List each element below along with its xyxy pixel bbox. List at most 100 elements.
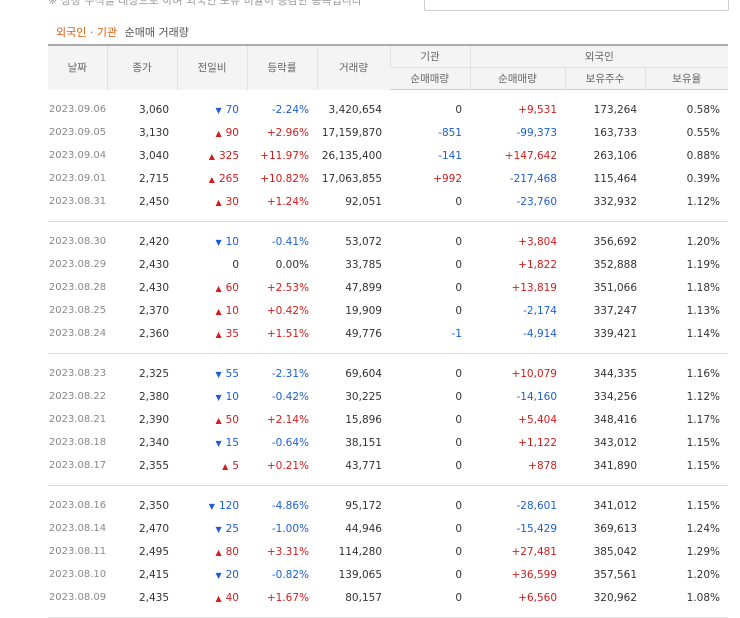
close-cell: 2,435: [138, 591, 169, 604]
holdings-cell: 356,692: [593, 235, 637, 248]
foreign-net-cell: -99,373: [516, 126, 557, 139]
ratio-cell: 1.20%: [686, 568, 720, 581]
date-cell: 2023.08.09: [48, 592, 107, 603]
foreign-net-cell: -15,429: [516, 522, 557, 535]
ratio-cell: 1.12%: [686, 390, 720, 403]
rate-cell: -2.31%: [271, 367, 309, 380]
foreign-net-cell: -23,760: [516, 195, 557, 208]
title-foreign: 외국인: [56, 26, 87, 39]
table-row: 2023.09.01 2,715 ▲ 265 +10.82% 17,063,855 +992…: [48, 167, 728, 190]
change-value: 30: [225, 195, 239, 208]
ratio-cell: 1.29%: [686, 545, 720, 558]
trading-table: 날짜 종가 전일비 등락률 거래량 기관 외국인 순매매량 순매매량 보유주수 …: [48, 44, 728, 618]
holdings-cell: 173,264: [593, 103, 637, 116]
holdings-cell: 163,733: [593, 126, 637, 139]
rate-cell: -2.24%: [271, 103, 309, 116]
inst-net-cell: 0: [455, 499, 462, 512]
table-row: 2023.08.25 2,370 ▲ 10 +0.42% 19,909 0 -2,174 337…: [48, 299, 728, 322]
close-cell: 2,430: [138, 281, 169, 294]
change-value: 15: [225, 436, 239, 449]
down-arrow-icon: ▼: [215, 438, 222, 448]
inst-net-cell: 0: [455, 367, 462, 380]
ratio-cell: 1.12%: [686, 195, 720, 208]
inst-net-cell: 0: [455, 591, 462, 604]
date-cell: 2023.08.14: [48, 523, 107, 534]
holdings-cell: 334,256: [593, 390, 637, 403]
up-arrow-icon: ▲: [215, 593, 222, 603]
down-arrow-icon: ▼: [208, 501, 215, 511]
foreign-net-cell: -4,914: [523, 327, 557, 340]
up-arrow-icon: ▲: [215, 329, 222, 339]
rate-cell: +0.42%: [266, 304, 309, 317]
ratio-cell: 0.55%: [686, 126, 720, 139]
holdings-cell: 332,932: [593, 195, 637, 208]
rate-cell: -1.00%: [271, 522, 309, 535]
table-row: 2023.09.05 3,130 ▲ 90 +2.96% 17,159,870 -851 -9…: [48, 121, 728, 144]
down-arrow-icon: ▼: [215, 237, 222, 247]
up-arrow-icon: ▲: [208, 174, 215, 184]
up-arrow-icon: ▲: [215, 306, 222, 316]
foreign-net-cell: +9,531: [518, 103, 557, 116]
table-row: 2023.08.23 2,325 ▼ 55 -2.31% 69,604 0 +10,079 34…: [48, 362, 728, 385]
table-row: 2023.08.17 2,355 ▲ 5 +0.21% 43,771 0 +878 341,89…: [48, 454, 728, 477]
header-volume: 거래량: [316, 44, 390, 90]
header-inst-net: 순매매량: [390, 67, 470, 90]
change-cell: ▲ 40: [177, 586, 247, 609]
inst-net-cell: 0: [455, 390, 462, 403]
holdings-cell: 357,561: [593, 568, 637, 581]
change-cell: ▲ 50: [177, 408, 247, 431]
group-spacer: [48, 486, 728, 495]
header-foreign-net: 순매매량: [469, 67, 565, 90]
top-note: ※ 상장 주식을 대상으로 하며 외국인 보유 비율이 증감한 종목입니다: [48, 0, 362, 7]
inst-net-cell: 0: [455, 436, 462, 449]
close-cell: 2,370: [138, 304, 169, 317]
rate-cell: +1.24%: [266, 195, 309, 208]
volume-cell: 80,157: [345, 591, 382, 604]
volume-cell: 17,159,870: [321, 126, 382, 139]
volume-cell: 53,072: [345, 235, 382, 248]
table-row: 2023.09.04 3,040 ▲ 325 +11.97% 26,135,400 -141…: [48, 144, 728, 167]
header-institution: 기관: [389, 44, 470, 68]
change-value: 40: [225, 591, 239, 604]
change-cell: ▲ 265: [177, 167, 247, 190]
change-value: 325: [218, 149, 239, 162]
inst-net-cell: 0: [455, 281, 462, 294]
holdings-cell: 115,464: [593, 172, 637, 185]
rate-cell: +2.53%: [266, 281, 309, 294]
change-value: 55: [225, 367, 239, 380]
up-arrow-icon: ▲: [215, 128, 222, 138]
volume-cell: 69,604: [345, 367, 382, 380]
rate-cell: +0.21%: [266, 459, 309, 472]
search-box[interactable]: [424, 0, 729, 11]
group-spacer: [48, 354, 728, 363]
inst-net-cell: 0: [455, 235, 462, 248]
volume-cell: 114,280: [338, 545, 382, 558]
ratio-cell: 0.88%: [686, 149, 720, 162]
foreign-net-cell: +27,481: [511, 545, 557, 558]
change-value: 10: [225, 235, 239, 248]
change-value: 10: [225, 390, 239, 403]
inst-net-cell: -851: [438, 126, 462, 139]
inst-net-cell: 0: [455, 522, 462, 535]
inst-net-cell: 0: [455, 304, 462, 317]
rate-cell: +2.14%: [266, 413, 309, 426]
holdings-cell: 348,416: [593, 413, 637, 426]
down-arrow-icon: ▼: [215, 524, 222, 534]
group-divider: [48, 213, 728, 222]
inst-net-cell: 0: [455, 459, 462, 472]
up-arrow-icon: ▲: [208, 151, 215, 161]
ratio-cell: 0.58%: [686, 103, 720, 116]
up-arrow-icon: ▲: [215, 283, 222, 293]
change-value: 10: [225, 304, 239, 317]
foreign-net-cell: +1,822: [518, 258, 557, 271]
rate-cell: +1.51%: [266, 327, 309, 340]
change-value: 0: [232, 258, 239, 271]
foreign-net-cell: -2,174: [523, 304, 557, 317]
header-date: 날짜: [48, 44, 107, 90]
change-cell: ▲ 325: [177, 144, 247, 167]
close-cell: 2,470: [138, 522, 169, 535]
holdings-cell: 341,012: [593, 499, 637, 512]
change-cell: ▼ 25: [177, 517, 247, 540]
change-cell: ▲ 60: [177, 276, 247, 299]
holdings-cell: 320,962: [593, 591, 637, 604]
